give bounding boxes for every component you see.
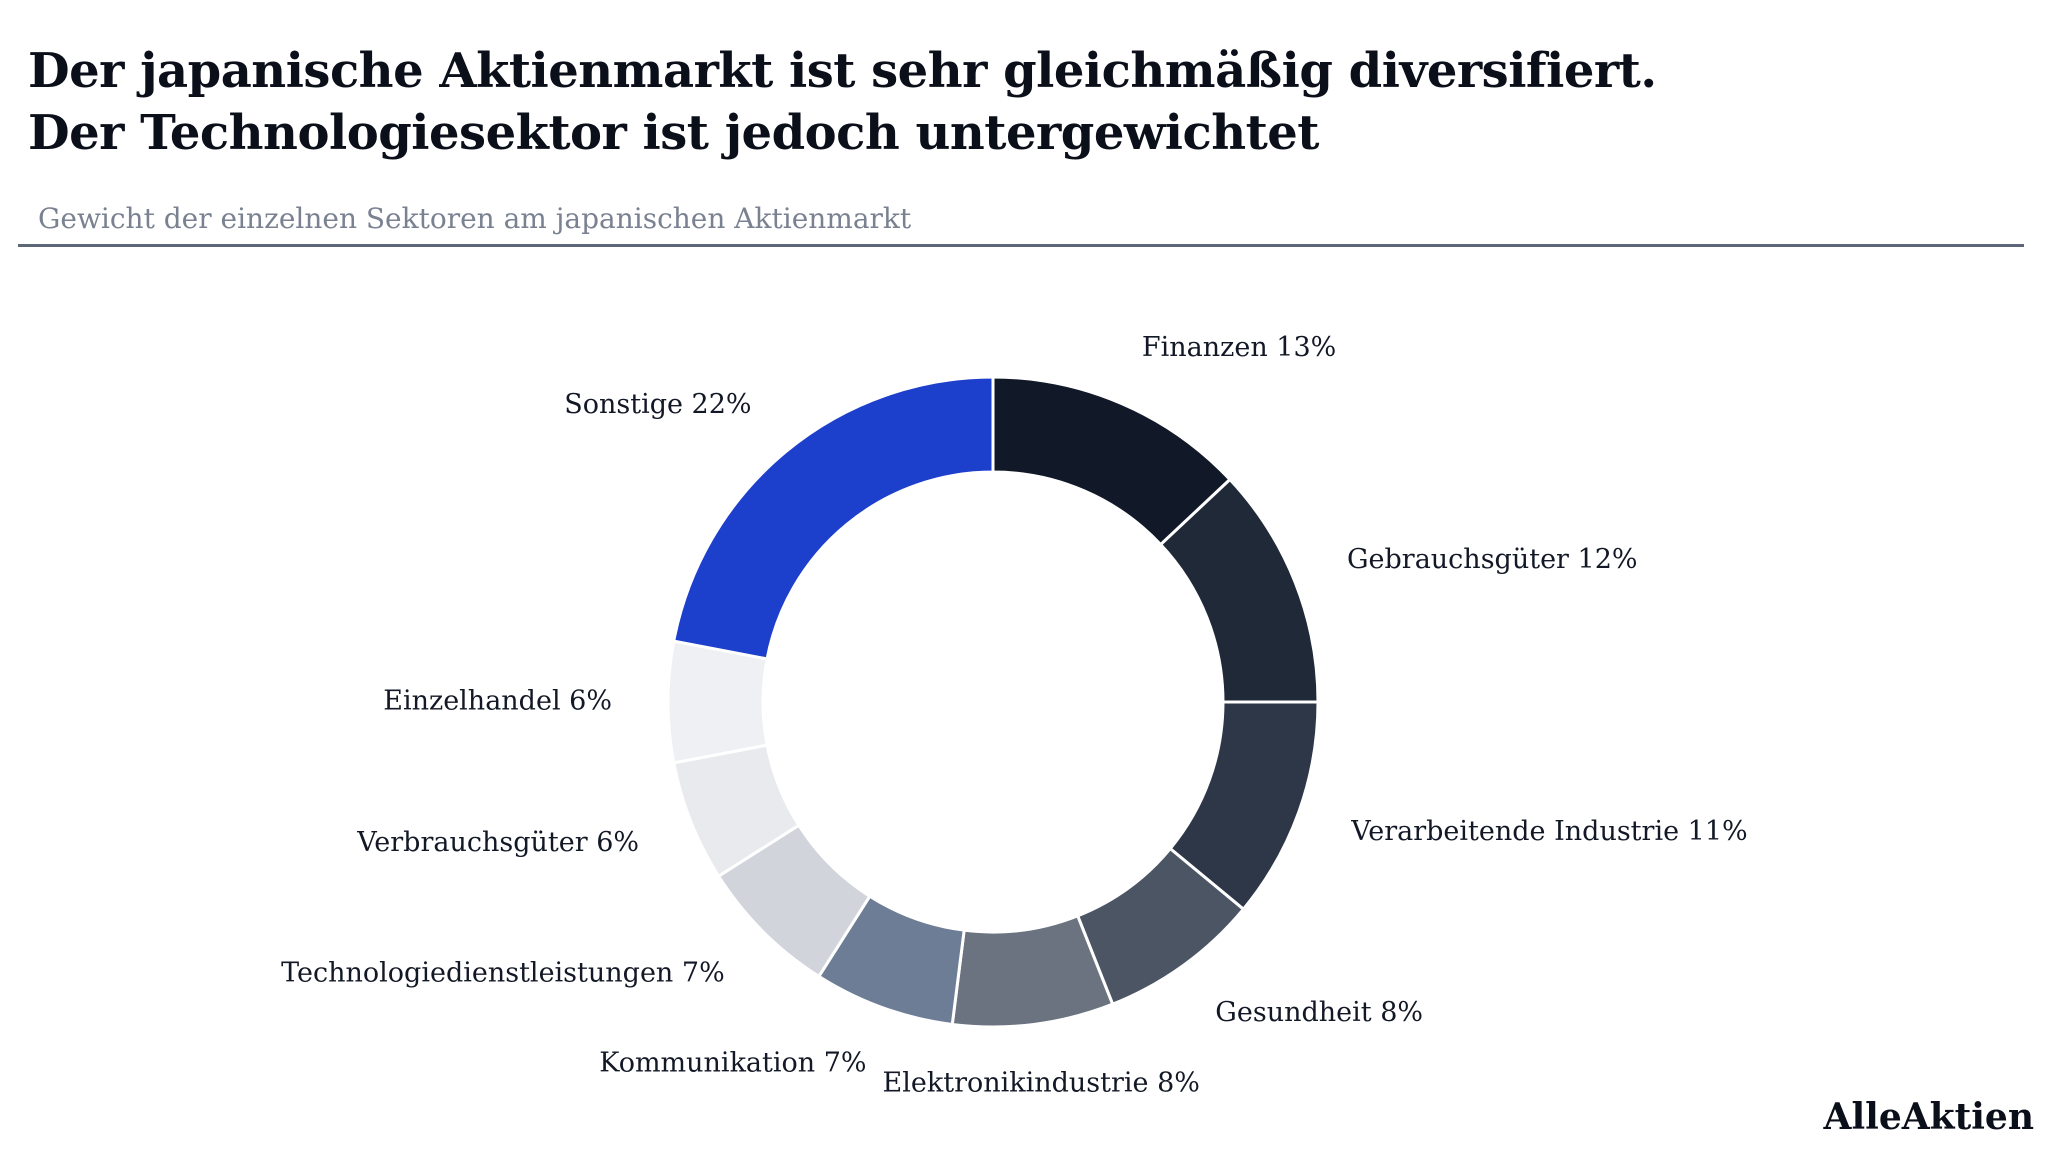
title-line-2: Der Technologiesektor ist jedoch unterge… — [28, 105, 1319, 161]
slice-sonstige — [672, 375, 995, 661]
label-sonstige: Sonstige 22% — [564, 389, 751, 420]
divider — [18, 244, 2024, 247]
label-einzelhandel: Einzelhandel 6% — [383, 686, 612, 717]
chart-subtitle: Gewicht der einzelnen Sektoren am japani… — [38, 202, 912, 235]
label-elektronikindustrie: Elektronikindustrie 8% — [883, 1067, 1200, 1098]
label-finanzen: Finanzen 13% — [1142, 332, 1336, 363]
label-technologiedienstleistungen: Technologiedienstleistungen 7% — [281, 958, 725, 989]
brand-logo: AlleAktien — [1823, 1096, 2034, 1138]
donut-slices — [666, 375, 1320, 1029]
slice-labels: Finanzen 13% Gebrauchsgüter 12% Verarbeite… — [281, 332, 1748, 1098]
label-gesundheit: Gesundheit 8% — [1215, 997, 1423, 1028]
label-verbrauchsgüter: Verbrauchsgüter 6% — [356, 827, 639, 858]
slice-einzelhandel — [666, 639, 769, 765]
chart-title: Der japanische Aktienmarkt ist sehr glei… — [28, 40, 1928, 164]
label-verarbeitende-industrie: Verarbeitende Industrie 11% — [1350, 816, 1747, 847]
label-gebrauchsgüter: Gebrauchsgüter 12% — [1347, 544, 1638, 575]
label-kommunikation: Kommunikation 7% — [599, 1048, 866, 1079]
title-line-1: Der japanische Aktienmarkt ist sehr glei… — [28, 43, 1657, 99]
